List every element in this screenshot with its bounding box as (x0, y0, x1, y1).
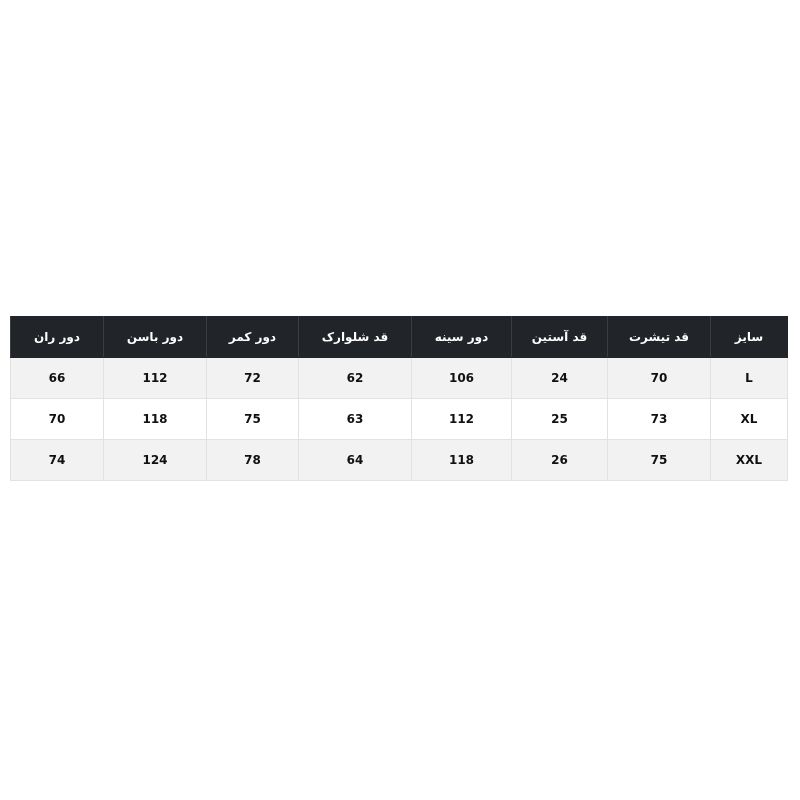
header-row: سایز قد تیشرت قد آستین دور سینه قد شلوارک دور… (10, 316, 788, 358)
header-cell: سایز (710, 316, 788, 358)
table-cell: 118 (103, 398, 207, 440)
table-cell: 24 (511, 357, 608, 399)
table-cell: XL (710, 398, 788, 440)
table-header: سایز قد تیشرت قد آستین دور سینه قد شلوارک دور… (10, 316, 788, 358)
size-table: سایز قد تیشرت قد آستین دور سینه قد شلوارک دور… (10, 316, 788, 481)
table-cell: 74 (10, 439, 104, 481)
table-cell: 25 (511, 398, 608, 440)
table-cell: 62 (298, 357, 412, 399)
table-cell: 64 (298, 439, 412, 481)
table-cell: 78 (206, 439, 299, 481)
table-row: L 70 24 106 62 72 112 66 (10, 357, 788, 399)
table-cell: 66 (10, 357, 104, 399)
table-row: XXL 75 26 118 64 78 124 74 (10, 439, 788, 481)
table-cell: 72 (206, 357, 299, 399)
header-cell: دور ران (10, 316, 104, 358)
table-row: XL 73 25 112 63 75 118 70 (10, 398, 788, 440)
table-cell: 112 (411, 398, 512, 440)
table-cell: 26 (511, 439, 608, 481)
table-cell: XXL (710, 439, 788, 481)
table-cell: 75 (607, 439, 711, 481)
table-cell: 118 (411, 439, 512, 481)
table-cell: 70 (607, 357, 711, 399)
table-cell: 106 (411, 357, 512, 399)
table-cell: 112 (103, 357, 207, 399)
table-cell: 63 (298, 398, 412, 440)
header-cell: دور کمر (206, 316, 299, 358)
table-cell: 124 (103, 439, 207, 481)
header-cell: دور باسن (103, 316, 207, 358)
table-cell: 75 (206, 398, 299, 440)
table-cell: L (710, 357, 788, 399)
header-cell: قد آستین (511, 316, 608, 358)
table-cell: 70 (10, 398, 104, 440)
table-body: L 70 24 106 62 72 112 66 XL 73 25 112 63 75 118 70 XXL 75… (10, 357, 788, 481)
header-cell: قد شلوارک (298, 316, 412, 358)
header-cell: قد تیشرت (607, 316, 711, 358)
table-cell: 73 (607, 398, 711, 440)
header-cell: دور سینه (411, 316, 512, 358)
